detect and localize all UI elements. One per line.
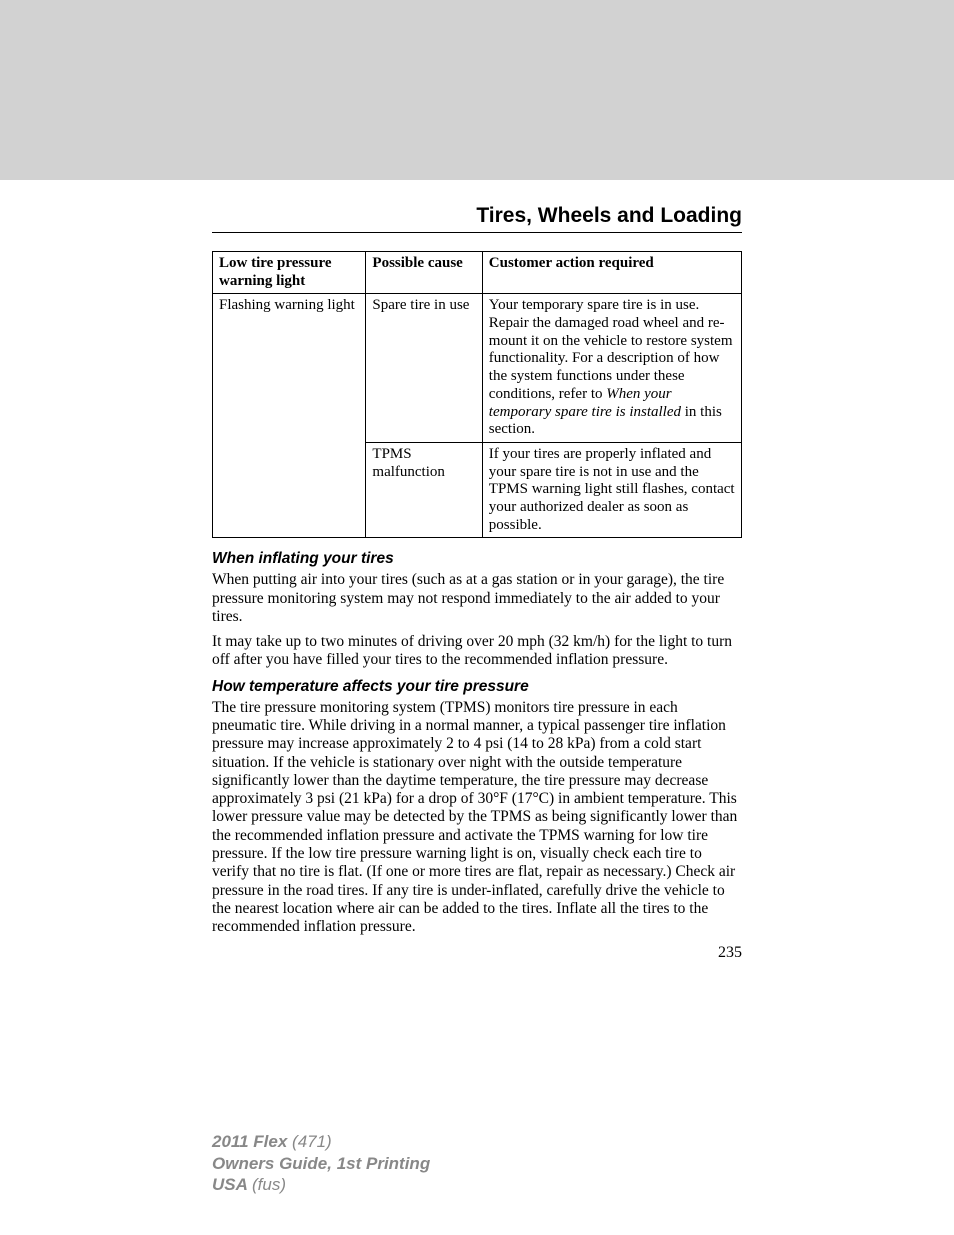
page-content: Tires, Wheels and Loading Low tire press… <box>0 180 954 962</box>
table-header-row: Low tire pressure warning light Possible… <box>213 252 742 294</box>
section-title: Tires, Wheels and Loading <box>212 204 742 228</box>
footer: 2011 Flex (471) Owners Guide, 1st Printi… <box>212 1131 430 1195</box>
footer-line-3: USA (fus) <box>212 1174 430 1195</box>
th-warning-light: Low tire pressure warning light <box>213 252 366 294</box>
header-gray-bar <box>0 0 954 180</box>
subheading-temperature: How temperature affects your tire pressu… <box>212 678 742 696</box>
tpms-table: Low tire pressure warning light Possible… <box>212 251 742 538</box>
page-number: 235 <box>212 944 742 962</box>
footer-code: (471) <box>292 1132 332 1151</box>
cell-tpms-action: If your tires are properly inflated and … <box>482 442 741 537</box>
cell-flashing-warning: Flashing warning light <box>213 294 366 538</box>
footer-line-2: Owners Guide, 1st Printing <box>212 1153 430 1174</box>
footer-line-1: 2011 Flex (471) <box>212 1131 430 1152</box>
table-row: Flashing warning light Spare tire in use… <box>213 294 742 443</box>
footer-region-code: (fus) <box>252 1175 286 1194</box>
cell-spare-action: Your temporary spare tire is in use. Rep… <box>482 294 741 443</box>
para-temperature: The tire pressure monitoring system (TPM… <box>212 699 742 937</box>
th-customer-action: Customer action required <box>482 252 741 294</box>
cell-spare-tire: Spare tire in use <box>366 294 482 443</box>
footer-region: USA <box>212 1175 252 1194</box>
footer-model: 2011 Flex <box>212 1132 292 1151</box>
subheading-inflating: When inflating your tires <box>212 550 742 568</box>
para-inflating-2: It may take up to two minutes of driving… <box>212 633 742 670</box>
para-inflating-1: When putting air into your tires (such a… <box>212 571 742 626</box>
th-possible-cause: Possible cause <box>366 252 482 294</box>
cell-tpms-malfunction: TPMS malfunction <box>366 442 482 537</box>
title-rule <box>212 232 742 233</box>
